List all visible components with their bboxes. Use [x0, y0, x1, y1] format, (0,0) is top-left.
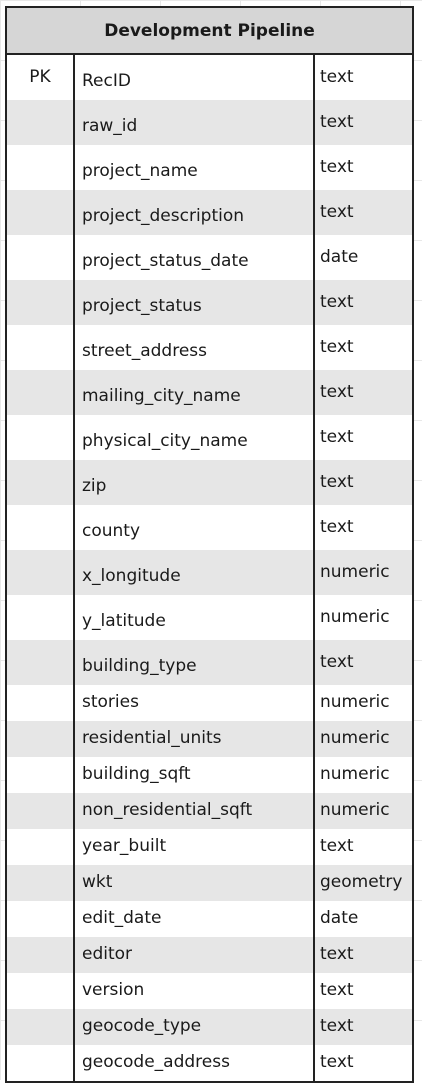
field-name: residential_units	[73, 721, 313, 757]
field-type: text	[313, 973, 412, 1009]
entity-table[interactable]: Development Pipeline PK RecID text raw_id te…	[5, 6, 414, 1083]
field-type: numeric	[313, 685, 412, 721]
field-type: numeric	[313, 757, 412, 793]
field-name: geocode_type	[73, 1009, 313, 1045]
field-key	[7, 721, 73, 757]
field-type: text	[313, 370, 412, 415]
field-name: editor	[73, 937, 313, 973]
field-type: text	[313, 100, 412, 145]
field-type: text	[313, 1045, 412, 1081]
field-key	[7, 973, 73, 1009]
field-type: text	[313, 280, 412, 325]
field-key	[7, 1045, 73, 1081]
field-name: geocode_address	[73, 1045, 313, 1081]
field-name: year_built	[73, 829, 313, 865]
field-key	[7, 460, 73, 505]
field-type: text	[313, 640, 412, 685]
field-key	[7, 550, 73, 595]
field-key	[7, 100, 73, 145]
field-type: text	[313, 325, 412, 370]
field-name: RecID	[73, 55, 313, 100]
field-type: date	[313, 901, 412, 937]
field-key	[7, 1009, 73, 1045]
field-type: numeric	[313, 595, 412, 640]
field-name: project_description	[73, 190, 313, 235]
field-key	[7, 415, 73, 460]
field-name: physical_city_name	[73, 415, 313, 460]
field-name: wkt	[73, 865, 313, 901]
field-key	[7, 685, 73, 721]
field-key	[7, 901, 73, 937]
field-type: date	[313, 235, 412, 280]
field-name: stories	[73, 685, 313, 721]
field-name: y_latitude	[73, 595, 313, 640]
field-type: geometry	[313, 865, 412, 901]
field-name: edit_date	[73, 901, 313, 937]
field-key	[7, 280, 73, 325]
field-key	[7, 325, 73, 370]
field-key	[7, 865, 73, 901]
field-key	[7, 640, 73, 685]
field-type: numeric	[313, 721, 412, 757]
field-name: raw_id	[73, 100, 313, 145]
field-key	[7, 829, 73, 865]
field-name: x_longitude	[73, 550, 313, 595]
field-key: PK	[29, 67, 51, 87]
field-type: text	[313, 145, 412, 190]
field-key	[7, 235, 73, 280]
field-key	[7, 937, 73, 973]
field-type: numeric	[313, 550, 412, 595]
field-type: text	[313, 505, 412, 550]
field-type: numeric	[313, 793, 412, 829]
field-name: project_name	[73, 145, 313, 190]
field-name: non_residential_sqft	[73, 793, 313, 829]
field-name: version	[73, 973, 313, 1009]
field-key	[7, 595, 73, 640]
field-key	[7, 505, 73, 550]
field-type: text	[313, 1009, 412, 1045]
field-key	[7, 793, 73, 829]
field-name: building_type	[73, 640, 313, 685]
field-type: text	[313, 415, 412, 460]
field-name: project_status_date	[73, 235, 313, 280]
field-name: building_sqft	[73, 757, 313, 793]
field-name: street_address	[73, 325, 313, 370]
field-name: mailing_city_name	[73, 370, 313, 415]
field-key	[7, 757, 73, 793]
field-type: text	[313, 190, 412, 235]
entity-title: Development Pipeline	[7, 8, 412, 55]
field-name: zip	[73, 460, 313, 505]
entity-fields: PK RecID text raw_id text project_name text pro…	[7, 55, 412, 1081]
field-name: county	[73, 505, 313, 550]
field-type: text	[313, 937, 412, 973]
field-type: text	[313, 460, 412, 505]
field-key	[7, 190, 73, 235]
field-name: project_status	[73, 280, 313, 325]
field-key	[7, 370, 73, 415]
field-type: text	[313, 55, 412, 100]
field-type: text	[313, 829, 412, 865]
field-key	[7, 145, 73, 190]
